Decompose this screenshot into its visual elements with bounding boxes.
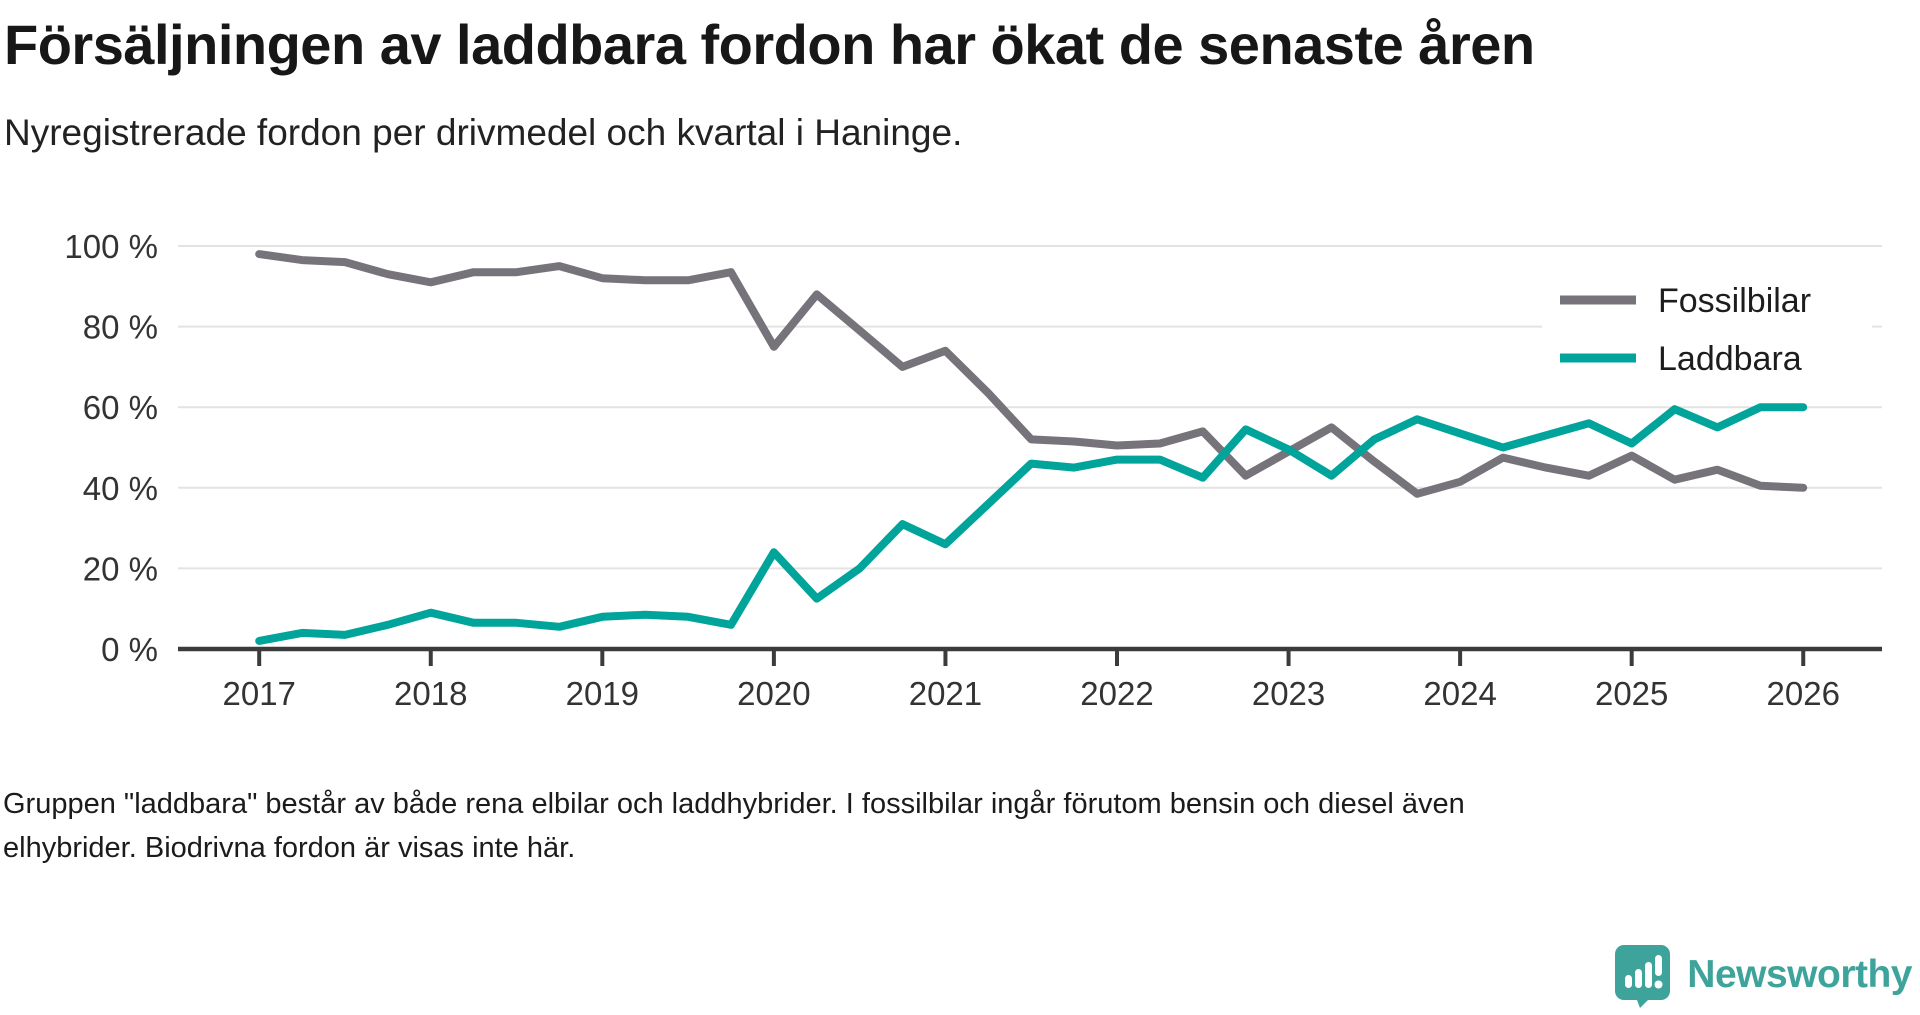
bar-chart-speech-bubble-icon: [1614, 944, 1671, 1013]
legend-background: [1542, 266, 1872, 392]
x-axis-label-2020: 2020: [737, 675, 810, 712]
y-axis-label-40: 40 %: [83, 470, 158, 507]
legend-label-laddbara: Laddbara: [1658, 340, 1802, 378]
x-axis-label-2022: 2022: [1080, 675, 1153, 712]
newsworthy-branding: Newsworthy: [1614, 944, 1912, 1013]
y-axis-label-0: 0 %: [101, 631, 158, 668]
x-axis-label-2017: 2017: [222, 675, 295, 712]
x-axis-label-2019: 2019: [566, 675, 639, 712]
y-axis-label-80: 80 %: [83, 309, 158, 346]
y-axis-label-60: 60 %: [83, 389, 158, 426]
x-axis-label-2026: 2026: [1767, 675, 1840, 712]
x-axis-label-2021: 2021: [909, 675, 982, 712]
x-axis-label-2024: 2024: [1423, 675, 1496, 712]
y-axis-label-20: 20 %: [83, 550, 158, 587]
y-axis-label-100: 100 %: [64, 228, 158, 265]
legend-label-fossilbilar: Fossilbilar: [1658, 282, 1811, 320]
x-axis-label-2018: 2018: [394, 675, 467, 712]
series-line-laddbara: [255, 403, 1808, 645]
page-title: Försäljningen av laddbara fordon har öka…: [4, 13, 1535, 76]
x-axis-label-2023: 2023: [1252, 675, 1325, 712]
chart-subtitle: Nyregistrerade fordon per drivmedel och …: [4, 112, 963, 153]
brand-name: Newsworthy: [1687, 953, 1912, 996]
x-axis-label-2025: 2025: [1595, 675, 1668, 712]
series-line-fossilbilar: [255, 250, 1808, 498]
chart-footnote: Gruppen "laddbara" består av både rena e…: [3, 788, 1465, 864]
